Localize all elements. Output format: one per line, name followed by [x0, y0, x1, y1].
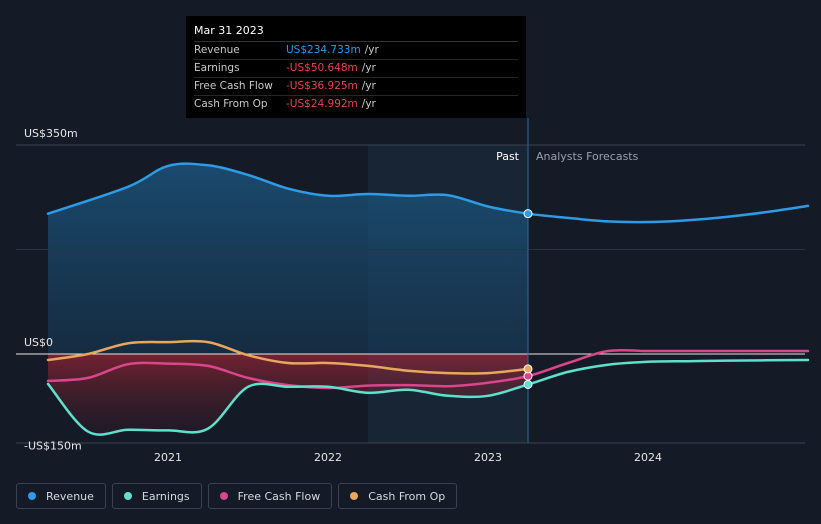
earnings-area: [48, 354, 528, 435]
x-tick-label: 2023: [474, 451, 502, 464]
revenue-point: [523, 209, 533, 219]
tooltip-unit: /yr: [361, 80, 376, 92]
tooltip: Mar 31 2023 Revenue US$234.733m /yr Earn…: [186, 16, 526, 118]
legend-item-revenue[interactable]: Revenue: [16, 483, 106, 509]
tooltip-row-cash-from-op: Cash From Op -US$24.992m /yr: [194, 96, 518, 113]
tooltip-label: Free Cash Flow: [194, 80, 273, 92]
earnings-line: [46, 358, 810, 436]
legend-dot: [28, 492, 36, 500]
legend-dot: [350, 492, 359, 500]
legend-label: Cash From Op: [368, 489, 446, 503]
x-tick-label: 2022: [314, 451, 342, 464]
x-tick-label: 2024: [634, 451, 662, 464]
tooltip-label: Revenue: [194, 44, 240, 56]
tooltip-unit: /yr: [364, 44, 379, 56]
y-tick-label: US$0: [24, 336, 53, 349]
legend-label: Revenue: [46, 489, 94, 503]
legend-item-earnings[interactable]: Earnings: [111, 483, 202, 509]
legend-item-cash-from-op[interactable]: Cash From Op: [338, 483, 458, 509]
legend-dot: [219, 492, 228, 500]
tooltip-value: US$234.733m: [286, 44, 361, 56]
y-tick-label: -US$150m: [24, 440, 82, 453]
tooltip-row-free-cash-flow: Free Cash Flow -US$36.925m /yr: [194, 78, 518, 96]
revenue-area: [48, 163, 528, 354]
x-tick-label: 2021: [154, 451, 182, 464]
legend-label: Free Cash Flow: [237, 489, 321, 503]
earnings-point: [523, 379, 533, 389]
cash-from-op-line: [46, 339, 530, 375]
past-label: Past: [496, 150, 520, 163]
tooltip-date: Mar 31 2023: [194, 21, 518, 42]
tooltip-label: Cash From Op: [194, 98, 268, 110]
tooltip-value: -US$24.992m: [286, 98, 358, 110]
revenue-line: [46, 162, 810, 224]
forecast-label: Analysts Forecasts: [536, 150, 639, 163]
cash-from-op-point: [523, 364, 533, 374]
tooltip-label: Earnings: [194, 62, 240, 74]
legend: Revenue Earnings Free Cash Flow Cash Fro…: [16, 483, 458, 509]
tooltip-row-earnings: Earnings -US$50.648m /yr: [194, 60, 518, 78]
tooltip-value: -US$50.648m: [286, 62, 358, 74]
free-cash-flow-line: [46, 348, 810, 390]
tooltip-value: -US$36.925m: [286, 80, 358, 92]
legend-item-free-cash-flow[interactable]: Free Cash Flow: [207, 483, 333, 509]
legend-label: Earnings: [141, 489, 190, 503]
legend-dot: [123, 492, 132, 500]
tooltip-unit: /yr: [361, 98, 376, 110]
tooltip-row-revenue: Revenue US$234.733m /yr: [194, 42, 518, 60]
y-tick-label: US$350m: [24, 127, 78, 140]
tooltip-unit: /yr: [361, 62, 376, 74]
